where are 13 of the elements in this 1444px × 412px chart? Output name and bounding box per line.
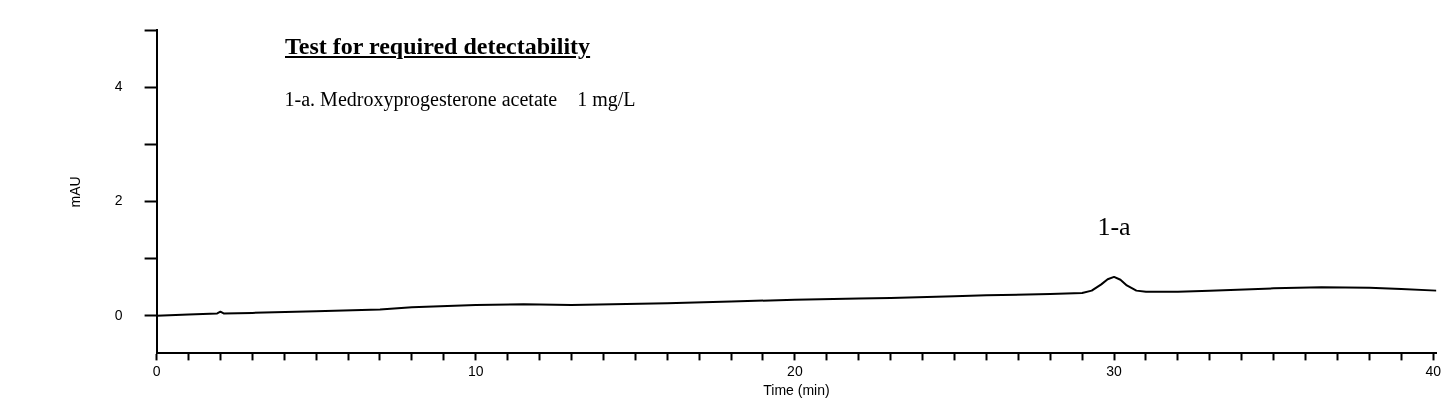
- y-axis-title: mAU: [67, 176, 84, 208]
- chart-title: Test for required detectability: [285, 33, 591, 60]
- x-tick-label: 30: [1106, 362, 1123, 379]
- x-axis-title: Time (min): [763, 382, 830, 399]
- y-tick-label: 4: [114, 78, 123, 95]
- x-tick-label: 10: [467, 362, 484, 379]
- x-tick-label: 0: [152, 362, 161, 379]
- y-tick-label: 0: [114, 306, 123, 323]
- annotation: 1-a: [1097, 211, 1132, 241]
- x-tick-label: 40: [1425, 362, 1442, 379]
- annotation: 1-a. Medroxyprogesterone acetate 1 mg/L: [284, 88, 636, 112]
- y-tick-label: 2: [114, 192, 123, 209]
- x-tick-label: 20: [787, 362, 803, 379]
